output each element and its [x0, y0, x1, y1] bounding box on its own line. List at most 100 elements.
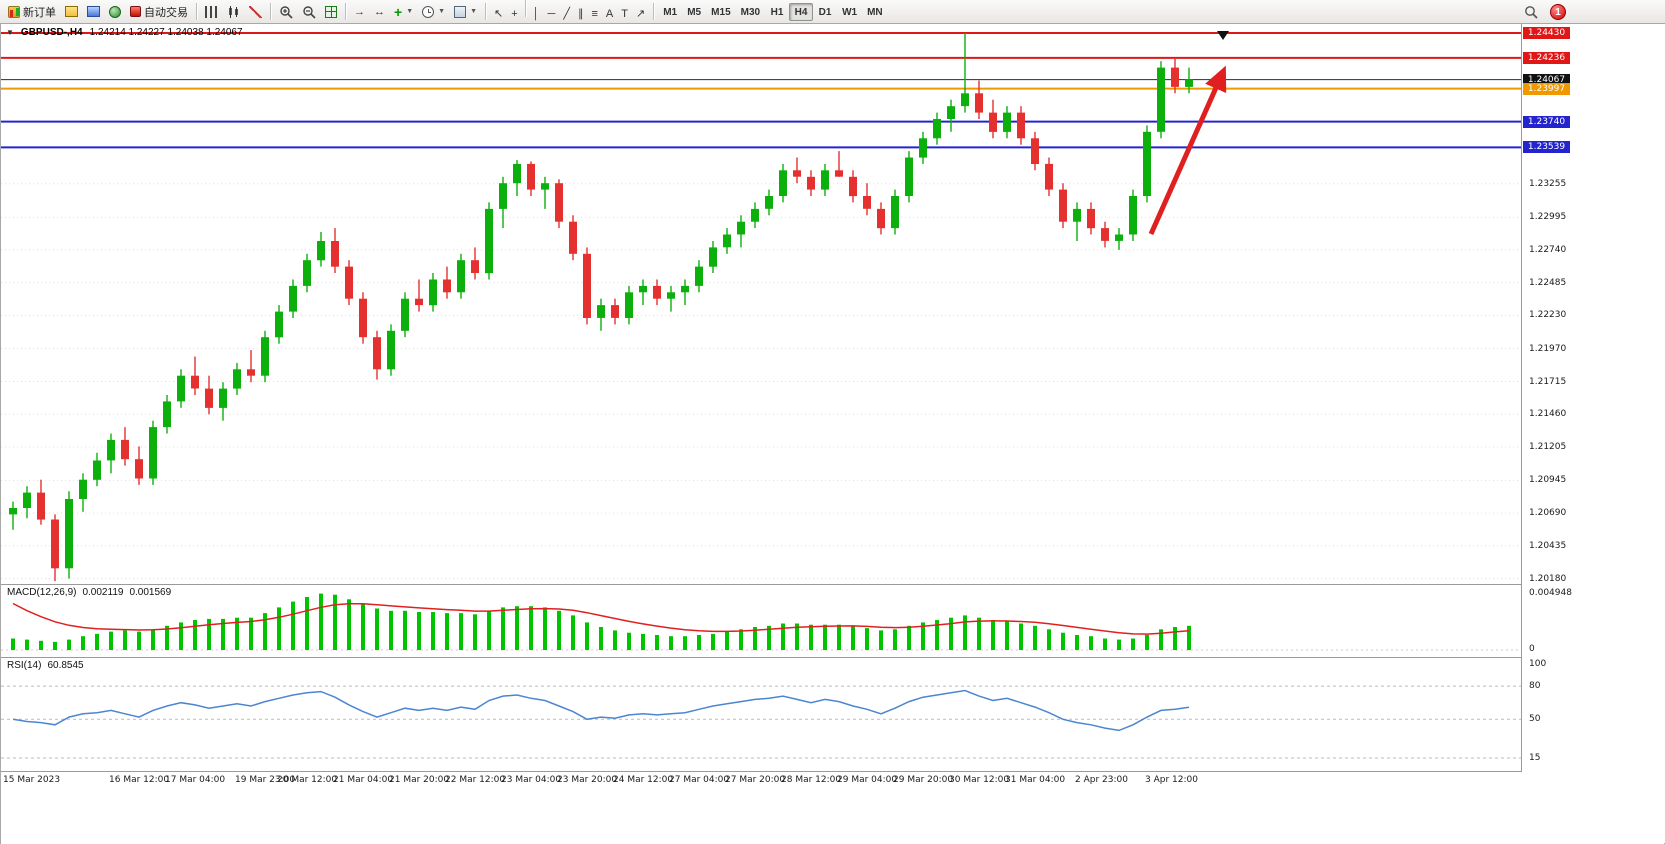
- line-chart-type-button[interactable]: [245, 2, 266, 22]
- macd-histogram-bar: [151, 629, 155, 650]
- candle-body: [1115, 234, 1123, 241]
- macd-histogram-bar: [235, 617, 239, 650]
- macd-panel[interactable]: MACD(12,26,9) 0.002119 0.001569: [1, 585, 1521, 658]
- crosshair-button[interactable]: +: [507, 4, 521, 24]
- timeframe-button-M30[interactable]: M30: [736, 3, 765, 21]
- macd-histogram-bar: [473, 614, 477, 650]
- candle-body: [779, 170, 787, 196]
- candle-body: [65, 499, 73, 569]
- macd-histogram-bar: [683, 636, 687, 650]
- macd-histogram-bar: [781, 623, 785, 650]
- macd-histogram-bar: [487, 610, 491, 650]
- candle-body: [415, 298, 423, 306]
- price-tick-label: 1.23255: [1529, 179, 1567, 189]
- timeframe-button-H1[interactable]: H1: [765, 3, 789, 21]
- notification-badge[interactable]: 1: [1550, 3, 1566, 20]
- candlestick-chart[interactable]: [1, 24, 1521, 585]
- new-order-label: 新订单: [23, 6, 56, 19]
- macd-canvas[interactable]: [1, 585, 1521, 658]
- chart-shift-button[interactable]: ↔: [370, 2, 389, 22]
- equidistant-channel-button[interactable]: ∥: [574, 4, 588, 24]
- macd-histogram-bar: [375, 608, 379, 650]
- price-level-label: 1.24430: [1523, 27, 1570, 39]
- candle-body: [275, 311, 283, 338]
- main-chart-panel[interactable]: ▼ GBPUSD-,H4 1.24214 1.24227 1.24038 1.2…: [1, 24, 1521, 585]
- macd-histogram-bar: [319, 593, 323, 650]
- rsi-label: RSI(14) 60.8545: [7, 660, 84, 671]
- macd-histogram-bar: [207, 618, 211, 650]
- timeframe-button-D1[interactable]: D1: [813, 3, 837, 21]
- tile-windows-button[interactable]: [321, 2, 341, 22]
- macd-label: MACD(12,26,9) 0.002119 0.001569: [7, 587, 171, 598]
- macd-histogram-bar: [739, 629, 743, 650]
- timeframe-button-M15[interactable]: M15: [706, 3, 735, 21]
- trendline-button[interactable]: ╱: [559, 4, 574, 24]
- rsi-chart[interactable]: [1, 658, 1521, 772]
- time-axis[interactable]: 15 Mar 2023 16 Mar 12:00 17 Mar 04:00 19 Ma…: [1, 772, 1665, 792]
- arrow-objects-button[interactable]: ↗: [632, 4, 649, 24]
- search-button[interactable]: [1520, 2, 1542, 22]
- macd-histogram-bar: [725, 631, 729, 650]
- triangle-marker-annotation[interactable]: [1217, 31, 1229, 40]
- vertical-line-button[interactable]: │: [529, 4, 544, 24]
- trend-arrow-annotation[interactable]: [1148, 65, 1227, 236]
- candle-body: [205, 388, 213, 408]
- horizontal-line-button[interactable]: ─: [544, 4, 560, 24]
- fibonacci-retracement-button[interactable]: ≡: [587, 4, 601, 24]
- timeframe-button-M5[interactable]: M5: [682, 3, 706, 21]
- price-tick-label: 1.20180: [1529, 574, 1567, 584]
- macd-histogram-bar: [109, 631, 113, 650]
- one-click-collapse-icon[interactable]: ▼: [6, 28, 14, 37]
- zoom-out-button[interactable]: [298, 2, 320, 22]
- periods-button[interactable]: ▼: [418, 2, 449, 22]
- timeframe-button-W1[interactable]: W1: [837, 3, 862, 21]
- candle-body: [625, 292, 633, 318]
- macd-histogram-bar: [823, 624, 827, 650]
- macd-histogram-bar: [67, 639, 71, 650]
- crosshair-icon: +: [511, 7, 518, 20]
- macd-histogram-bar: [529, 606, 533, 650]
- text-label-button[interactable]: T: [617, 4, 632, 24]
- candlestick-type-button[interactable]: [223, 2, 244, 22]
- main-chart-canvas[interactable]: [1, 24, 1521, 585]
- bar-chart-type-button[interactable]: [201, 2, 222, 22]
- macd-histogram-bar: [1047, 629, 1051, 650]
- auto-trading-icon: [130, 6, 141, 17]
- macd-histogram-bar: [291, 601, 295, 650]
- indicators-button[interactable]: + ▼: [390, 2, 417, 22]
- price-axis[interactable]: 1.23255 1.22995 1.22740 1.22485 1.22230 1.219…: [1521, 24, 1665, 772]
- market-watch-button[interactable]: [61, 2, 82, 22]
- timeframe-button-M1[interactable]: M1: [658, 3, 682, 21]
- macd-histogram-bar: [557, 610, 561, 650]
- candle-body: [163, 401, 171, 428]
- rsi-canvas[interactable]: [1, 658, 1521, 772]
- data-window-button[interactable]: [83, 2, 104, 22]
- auto-trading-button[interactable]: 自动交易: [126, 2, 192, 22]
- price-level-label: 1.23539: [1523, 141, 1570, 153]
- text-button[interactable]: A: [602, 4, 617, 24]
- cursor-button[interactable]: ↖: [490, 4, 507, 24]
- macd-histogram-bar: [977, 617, 981, 650]
- auto-scroll-button[interactable]: →: [350, 2, 369, 22]
- candle-body: [317, 241, 325, 261]
- rsi-panel[interactable]: RSI(14) 60.8545: [1, 658, 1521, 772]
- timeframe-button-MN[interactable]: MN: [862, 3, 888, 21]
- navigator-icon: [109, 5, 121, 18]
- templates-button[interactable]: ▼: [450, 2, 481, 22]
- time-axis-label: 2 Apr 23:00: [1075, 775, 1128, 785]
- new-order-button[interactable]: 新订单: [4, 2, 60, 22]
- navigator-button[interactable]: [105, 2, 125, 22]
- toolbar-separator: [485, 3, 486, 20]
- macd-axis-max: 0.004948: [1529, 588, 1572, 598]
- candle-body: [79, 479, 87, 499]
- template-icon: [454, 5, 467, 18]
- candle-body: [331, 241, 339, 267]
- horizontal-line-icon: ─: [547, 7, 556, 20]
- macd-histogram-bar: [613, 630, 617, 650]
- zoom-in-button[interactable]: [275, 2, 297, 22]
- macd-chart[interactable]: [1, 585, 1521, 658]
- time-axis-label: 21 Mar 20:00: [389, 775, 450, 785]
- candle-body: [345, 266, 353, 299]
- timeframe-button-H4[interactable]: H4: [789, 3, 814, 22]
- vertical-line-icon: │: [532, 7, 540, 20]
